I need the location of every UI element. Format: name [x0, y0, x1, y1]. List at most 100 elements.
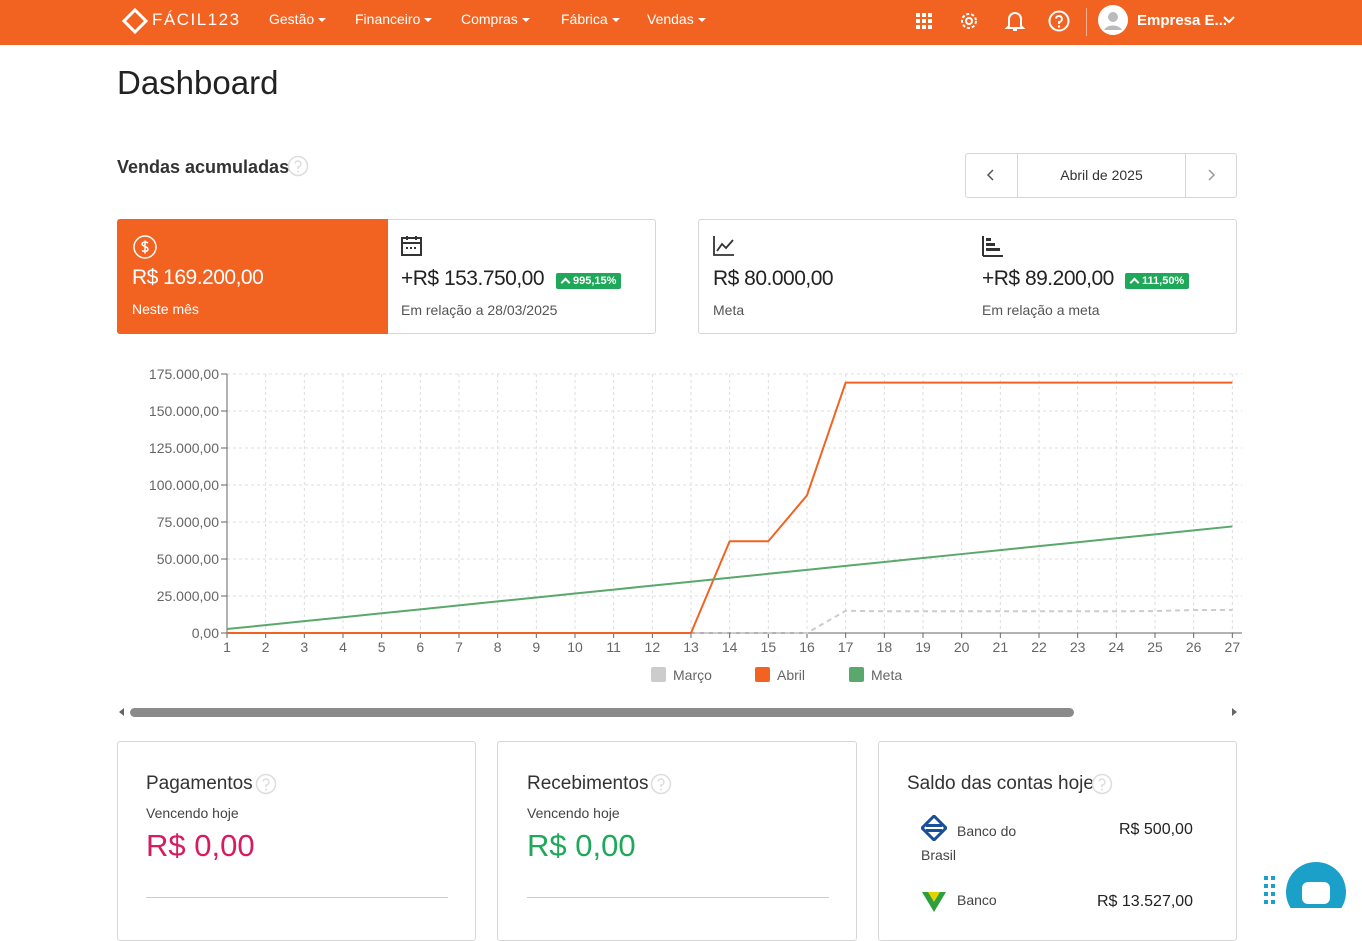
y-tick-label: 50.000,00 [157, 551, 219, 567]
kpi-value: +R$ 153.750,00 [401, 267, 545, 290]
account-name: Banco do Brasil [921, 823, 1017, 863]
x-tick-label: 25 [1147, 639, 1163, 655]
next-button[interactable] [1204, 168, 1218, 182]
x-tick-label: 23 [1070, 639, 1086, 655]
scroll-left[interactable] [117, 707, 127, 717]
x-tick-label: 10 [567, 639, 583, 655]
kpi-value: +R$ 89.200,00 [982, 267, 1114, 290]
card-title: Recebimentos [527, 773, 649, 794]
x-tick-label: 26 [1186, 639, 1202, 655]
legend-swatch [651, 667, 666, 682]
logo[interactable]: FÁCIL123 [152, 10, 241, 29]
x-tick-label: 19 [915, 639, 931, 655]
help-icon[interactable] [1048, 10, 1070, 32]
divider [1017, 154, 1018, 197]
scrollbar [117, 704, 1241, 720]
x-tick-label: 14 [722, 639, 738, 655]
user-name[interactable]: Empresa E... [1137, 12, 1228, 29]
top-nav: FÁCIL123 Gestão Financeiro Compras Fábri… [0, 0, 1362, 45]
menu-item[interactable]: Financeiro [355, 11, 432, 27]
divider [1086, 8, 1087, 36]
apps-icon[interactable] [914, 11, 934, 31]
divider [527, 897, 829, 898]
page-title: Dashboard [117, 64, 279, 101]
help-icon[interactable] [1091, 773, 1113, 795]
user-caret[interactable] [1222, 14, 1236, 26]
x-tick-label: 9 [532, 639, 540, 655]
x-tick-label: 8 [494, 639, 502, 655]
card-value: R$ 0,00 [527, 828, 636, 863]
legend-swatch [849, 667, 864, 682]
bank-logo [922, 892, 946, 912]
legend-label: Meta [871, 667, 902, 683]
x-tick-label: 6 [416, 639, 424, 655]
y-tick-label: 100.000,00 [149, 477, 219, 493]
scroll-thumb[interactable] [130, 708, 1074, 717]
kpi-card: R$ 169.200,00 Neste mês [117, 219, 388, 334]
kpi-label: Neste mês [132, 301, 199, 317]
card-subtitle: Vencendo hoje [527, 805, 620, 821]
x-tick-label: 20 [954, 639, 970, 655]
chart-icon [713, 236, 734, 256]
account-name: Banco [957, 892, 997, 908]
x-tick-label: 13 [683, 639, 699, 655]
y-tick-label: 175.000,00 [149, 366, 219, 382]
card: Pagamentos Vencendo hoje R$ 0,00 [117, 741, 476, 941]
scroll-right[interactable] [1229, 707, 1239, 717]
kpi-label: Meta [713, 302, 745, 318]
x-tick-label: 7 [455, 639, 463, 655]
x-tick-label: 17 [838, 639, 854, 655]
kpi-label: Em relação a 28/03/2025 [401, 302, 558, 318]
x-tick-label: 11 [606, 639, 621, 655]
avatar[interactable] [1098, 5, 1128, 35]
menu-item[interactable]: Fábrica [561, 11, 620, 27]
kpi-value: R$ 169.200,00 [132, 266, 264, 289]
card-subtitle: Vencendo hoje [146, 805, 239, 821]
bank-logo [921, 815, 947, 841]
kpi-badge: 111,50% [1125, 273, 1190, 289]
menu-item[interactable]: Vendas [647, 11, 706, 27]
series-line [227, 381, 1233, 634]
section-title: Vendas acumuladas [117, 157, 290, 177]
card-value: R$ 0,00 [146, 828, 255, 863]
help-icon[interactable] [287, 155, 309, 177]
kpi-value: R$ 80.000,00 [713, 267, 834, 290]
kpi-group: R$ 80.000,00 Meta +R$ 89.200,00 111,50% … [698, 219, 1237, 334]
y-tick-label: 25.000,00 [157, 588, 219, 604]
series-line [226, 525, 1233, 631]
notifications-icon[interactable] [1004, 9, 1026, 33]
legend-label: Março [673, 667, 712, 683]
x-tick-label: 4 [339, 639, 347, 655]
prev-button[interactable] [984, 168, 998, 182]
legend-label: Abril [777, 667, 805, 683]
card: Recebimentos Vencendo hoje R$ 0,00 [497, 741, 857, 941]
kpi-label: Em relação a meta [982, 302, 1100, 318]
menu-item[interactable]: Gestão [269, 11, 326, 27]
account-value: R$ 13.527,00 [1097, 893, 1194, 910]
chat-widget[interactable] [1262, 862, 1362, 908]
calendar-icon [401, 236, 422, 256]
y-tick-label: 125.000,00 [149, 440, 219, 456]
settings-icon[interactable] [958, 10, 980, 32]
divider [1185, 154, 1186, 197]
x-tick-label: 15 [761, 639, 777, 655]
page: FÁCIL123 Gestão Financeiro Compras Fábri… [0, 0, 1362, 908]
help-icon[interactable] [650, 773, 672, 795]
y-tick-label: 75.000,00 [157, 514, 219, 530]
x-tick-label: 24 [1109, 639, 1125, 655]
x-tick-label: 18 [877, 639, 893, 655]
chart: 0,00 25.000,00 50.000,00 75.000,00 100.000,0… [149, 366, 1242, 683]
y-tick-label: 150.000,00 [149, 403, 219, 419]
y-tick-label: 0,00 [192, 625, 219, 641]
kpi-group: R$ 169.200,00 Neste mês +R$ 153.750,00 9… [117, 219, 656, 334]
menu-item[interactable]: Compras [461, 11, 530, 27]
card-title: Pagamentos [146, 773, 253, 794]
x-tick-label: 16 [799, 639, 815, 655]
x-tick-label: 5 [378, 639, 386, 655]
help-icon[interactable] [255, 773, 277, 795]
period-label: Abril de 2025 [1060, 167, 1143, 183]
kpi-badge: 995,15% [556, 273, 622, 289]
x-tick-label: 3 [300, 639, 308, 655]
bars-icon [982, 236, 1003, 257]
x-tick-label: 12 [645, 639, 661, 655]
